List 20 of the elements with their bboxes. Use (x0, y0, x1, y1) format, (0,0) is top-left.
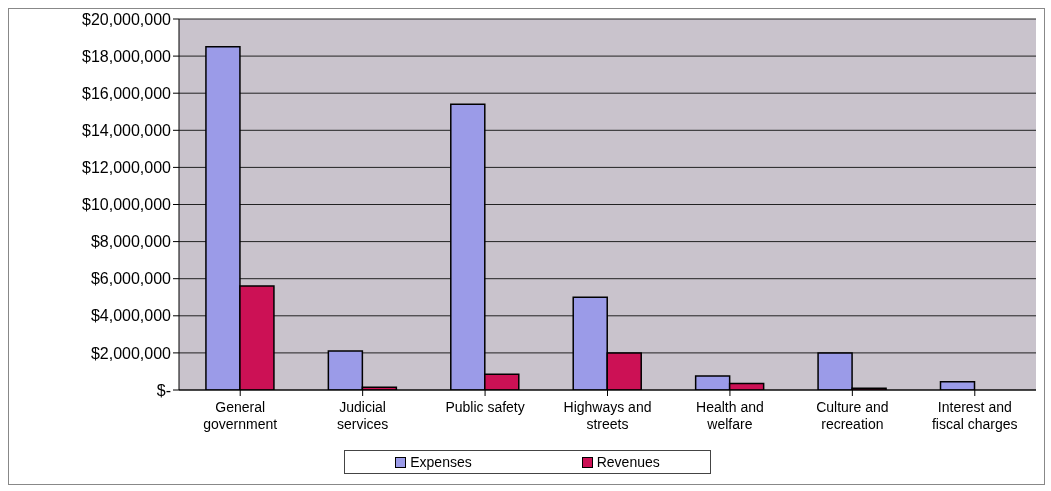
y-tick-label: $8,000,000 (90, 233, 172, 251)
y-tick-label: $4,000,000 (90, 307, 172, 325)
y-tick-label: $- (156, 381, 171, 399)
x-tick-label: Culture and recreation (816, 399, 889, 432)
x-tick-label: Public safety (445, 399, 525, 415)
x-tick-label: Judicial services (336, 399, 389, 432)
y-tick-label: $14,000,000 (82, 121, 172, 139)
legend-label: Expenses (409, 454, 472, 470)
x-tick-label: Highways and streets (563, 399, 652, 432)
y-tick-label: $2,000,000 (90, 344, 172, 362)
x-tick-label: Health and welfare (696, 399, 764, 432)
y-tick-label: $10,000,000 (82, 196, 172, 214)
x-tick-label: Interest and fiscal charges (931, 399, 1018, 432)
y-tick-label: $6,000,000 (90, 270, 172, 288)
legend-label: Revenues (595, 454, 660, 470)
y-tick-label: $18,000,000 (82, 47, 172, 65)
x-tick-label: General government (203, 399, 278, 432)
y-tick-label: $20,000,000 (82, 10, 172, 28)
y-tick-label: $16,000,000 (82, 84, 172, 102)
y-tick-label: $12,000,000 (82, 159, 172, 177)
